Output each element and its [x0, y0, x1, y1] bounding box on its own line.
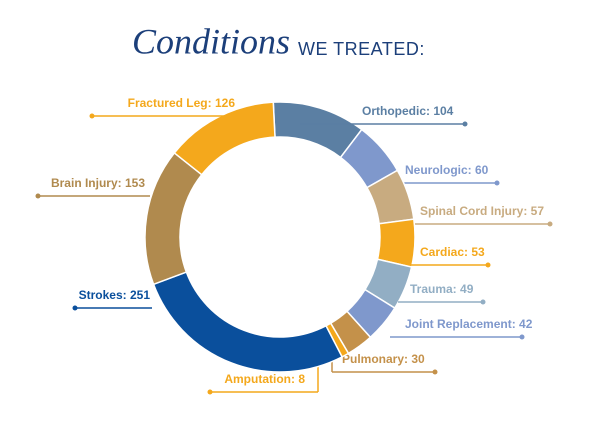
data-label: Amputation: 8	[224, 372, 305, 386]
leader-dot	[480, 299, 486, 305]
donut-slice	[173, 101, 276, 176]
leader-dot	[72, 305, 78, 311]
chart-title: Conditions	[132, 21, 290, 61]
leader-dot	[89, 113, 95, 119]
donut-slice	[152, 271, 344, 373]
data-label: Cardiac: 53	[420, 245, 485, 259]
data-label: Orthopedic: 104	[362, 104, 454, 118]
leader-dot	[519, 334, 525, 340]
leader-dot	[485, 262, 491, 268]
leader-dot	[547, 221, 553, 227]
data-label: Joint Replacement: 42	[405, 317, 533, 331]
leader-dot	[207, 389, 213, 395]
leader-dot	[35, 193, 41, 199]
chart-subtitle: WE TREATED:	[298, 39, 425, 59]
data-label: Strokes: 251	[79, 288, 151, 302]
donut-slice	[144, 151, 203, 286]
leader-dot	[462, 121, 468, 127]
data-label: Neurologic: 60	[405, 163, 489, 177]
data-label: Trauma: 49	[410, 282, 474, 296]
leader-dot	[432, 369, 438, 375]
data-label: Brain Injury: 153	[51, 176, 145, 190]
data-label: Pulmonary: 30	[342, 352, 425, 366]
leader-dot	[494, 180, 500, 186]
data-label: Spinal Cord Injury: 57	[420, 204, 544, 218]
data-label: Fractured Leg: 126	[128, 96, 236, 110]
